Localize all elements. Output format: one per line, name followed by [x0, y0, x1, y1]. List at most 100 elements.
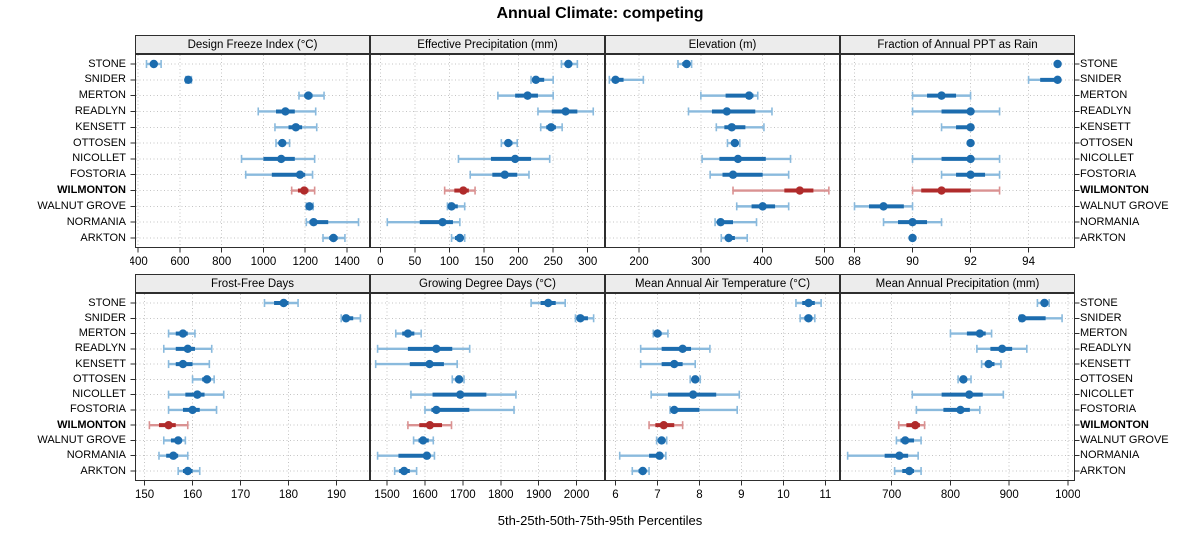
x-tick-label: 92 — [964, 256, 977, 268]
percentile-mark-arkton — [908, 233, 917, 243]
panel-strip-elevation: Elevation (m) — [605, 35, 840, 54]
percentile-mark-snider — [799, 314, 816, 323]
x-tick-label: 200 — [509, 256, 528, 268]
percentile-mark-wilmonton — [648, 420, 684, 430]
panel-5-plot-area: 1500 1600 1700 1800 1900 2000 — [369, 293, 606, 501]
x-tick-label: 50 — [409, 256, 422, 268]
site-label-nicollet: NICOLLET — [1080, 152, 1134, 165]
x-tick-label: 1000 — [1055, 489, 1080, 501]
site-label-arkton: ARKTON — [80, 464, 126, 477]
percentile-mark-arkton — [177, 466, 201, 476]
percentile-mark-kensett — [167, 359, 211, 369]
site-label-wilmonton: WILMONTON — [1080, 418, 1149, 431]
site-label-normania: NORMANIA — [1080, 215, 1140, 228]
percentile-mark-snider — [530, 75, 554, 85]
percentile-mark-fostoria — [915, 405, 981, 415]
percentile-mark-stone — [530, 298, 567, 308]
percentile-mark-wilmonton — [897, 420, 926, 430]
percentile-mark-readlyn — [976, 344, 1028, 354]
percentile-mark-walnut-grove — [735, 202, 790, 211]
percentile-mark-arkton — [720, 233, 749, 243]
site-label-snider: SNIDER — [84, 73, 126, 86]
x-tick-label: 9 — [738, 489, 744, 501]
percentile-mark-walnut-grove — [412, 436, 435, 445]
percentile-mark-normania — [386, 217, 461, 227]
site-label-ottosen: OTTOSEN — [1080, 372, 1133, 385]
percentile-mark-wilmonton — [148, 420, 189, 430]
site-label-kensett: KENSETT — [75, 357, 126, 370]
x-tick-label: 400 — [130, 256, 148, 268]
site-label-normania: NORMANIA — [1080, 449, 1140, 462]
percentile-mark-arkton — [450, 233, 466, 243]
percentile-mark-arkton — [322, 233, 346, 243]
percentile-mark-normania — [846, 451, 919, 460]
percentile-mark-snider — [1027, 75, 1062, 85]
site-label-wilmonton: WILMONTON — [1080, 184, 1149, 197]
percentile-mark-stone — [560, 59, 579, 69]
x-tick-label: 1600 — [412, 489, 438, 501]
x-tick-label: 100 — [440, 256, 459, 268]
percentile-mark-normania — [618, 451, 667, 460]
panel-strip-fraction-ppt-rain: Fraction of Annual PPT as Rain — [840, 35, 1075, 54]
percentile-mark-walnut-grove — [446, 202, 466, 211]
x-tick-label: 600 — [170, 256, 189, 268]
percentile-mark-arkton — [893, 466, 922, 476]
x-tick-label: 90 — [906, 256, 919, 268]
panel-4-plot-area: 150 160 170 180 190 — [130, 293, 371, 501]
percentile-mark-kensett — [274, 123, 318, 132]
percentile-axis-caption: 5th-25th-50th-75th-95th Percentiles — [497, 513, 703, 528]
x-tick-label: 250 — [544, 256, 563, 268]
percentile-mark-fostoria — [669, 405, 738, 415]
percentile-mark-merton — [949, 329, 993, 338]
percentile-mark-nicollet — [911, 154, 1001, 164]
percentile-mark-walnut-grove — [895, 436, 922, 445]
percentile-mark-kensett — [940, 123, 975, 132]
percentile-mark-ottosen — [689, 375, 702, 384]
x-tick-label: 190 — [327, 489, 346, 501]
percentile-mark-stone — [1036, 298, 1050, 308]
site-label-stone: STONE — [1080, 57, 1118, 70]
x-tick-label: 8 — [696, 489, 702, 501]
percentile-mark-stone — [795, 298, 822, 308]
percentile-mark-kensett — [539, 123, 563, 132]
x-tick-label: 150 — [135, 489, 154, 501]
site-label-readlyn: READLYN — [74, 342, 126, 355]
x-tick-label: 800 — [212, 256, 231, 268]
site-label-readlyn: READLYN — [1080, 104, 1132, 117]
site-label-nicollet: NICOLLET — [1080, 388, 1134, 401]
site-label-fostoria: FOSTORIA — [1080, 403, 1137, 416]
x-tick-label: 900 — [1000, 489, 1019, 501]
site-label-walnut-grove: WALNUT GROVE — [37, 199, 126, 212]
percentile-mark-fostoria — [709, 170, 790, 179]
site-label-arkton: ARKTON — [1080, 231, 1126, 244]
percentile-mark-ottosen — [191, 375, 215, 384]
x-tick-label: 2000 — [564, 489, 590, 501]
percentile-mark-nicollet — [911, 390, 1005, 399]
x-tick-label: 6 — [612, 489, 618, 501]
site-label-arkton: ARKTON — [80, 231, 126, 244]
percentile-mark-arkton — [631, 466, 650, 476]
site-label-arkton: ARKTON — [1080, 464, 1126, 477]
panel-strip-growing-degree-days: Growing Degree Days (°C) — [370, 274, 605, 293]
percentile-mark-ottosen — [726, 138, 741, 148]
site-label-walnut-grove: WALNUT GROVE — [37, 433, 126, 446]
site-label-fostoria: FOSTORIA — [69, 403, 126, 416]
site-label-normania: NORMANIA — [66, 449, 126, 462]
site-label-snider: SNIDER — [84, 311, 126, 324]
percentile-mark-normania — [376, 451, 436, 460]
percentile-mark-ottosen — [957, 375, 972, 384]
site-label-kensett: KENSETT — [1080, 357, 1131, 370]
percentile-mark-readlyn — [537, 107, 595, 116]
percentile-mark-nicollet — [650, 390, 741, 399]
percentile-mark-kensett — [980, 359, 1002, 369]
x-tick-label: 1000 — [251, 256, 277, 268]
percentile-mark-merton — [298, 91, 325, 100]
percentile-mark-wilmonton — [911, 186, 1001, 195]
percentile-mark-merton — [497, 91, 554, 100]
percentile-mark-readlyn — [257, 107, 317, 116]
site-label-kensett: KENSETT — [75, 120, 126, 133]
x-tick-label: 0 — [377, 256, 383, 268]
percentile-mark-fostoria — [940, 170, 1001, 179]
site-label-merton: MERTON — [78, 327, 126, 340]
